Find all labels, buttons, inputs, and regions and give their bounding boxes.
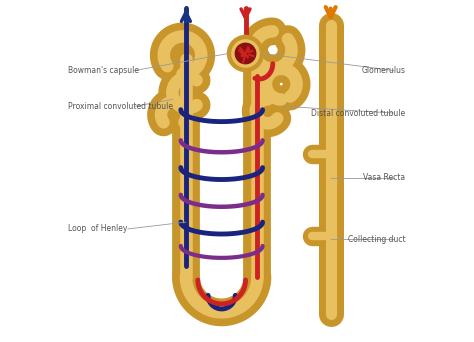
Text: Proximal convoluted tubule: Proximal convoluted tubule	[68, 102, 173, 111]
Text: Distal convoluted tubule: Distal convoluted tubule	[311, 109, 406, 118]
Circle shape	[227, 35, 264, 72]
Text: Collecting duct: Collecting duct	[348, 235, 406, 244]
Text: Vasa Recta: Vasa Recta	[364, 173, 406, 182]
Circle shape	[235, 43, 256, 64]
Text: Glomerulus: Glomerulus	[362, 66, 406, 75]
Text: Bowman's capsule: Bowman's capsule	[68, 66, 139, 75]
Circle shape	[231, 39, 260, 68]
Text: Loop  of Henley: Loop of Henley	[68, 224, 128, 233]
